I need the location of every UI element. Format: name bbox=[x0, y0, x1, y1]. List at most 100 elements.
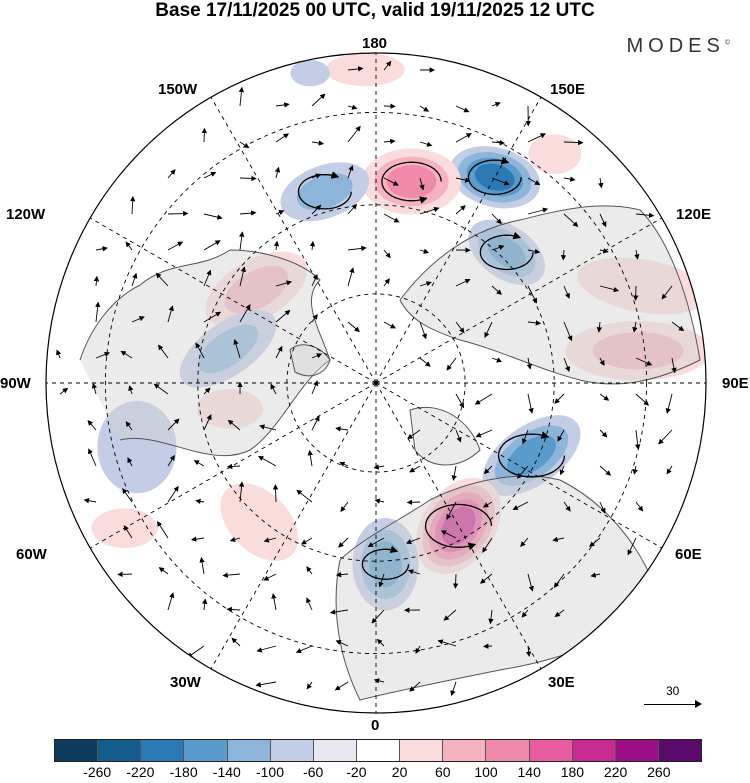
wind-vector bbox=[599, 465, 612, 476]
colorbar-tick-label: 100 bbox=[474, 764, 498, 780]
wind-vector bbox=[419, 357, 431, 367]
wind-vector bbox=[263, 573, 277, 581]
wind-vector bbox=[450, 681, 457, 697]
wind-vector bbox=[452, 573, 459, 589]
wind-vector bbox=[338, 537, 349, 548]
wind-vector bbox=[311, 273, 318, 287]
wind-vector bbox=[255, 681, 277, 688]
wind-vector bbox=[554, 609, 565, 618]
wind-vector bbox=[599, 357, 605, 366]
wind-vector bbox=[419, 105, 430, 112]
wind-vector bbox=[563, 501, 571, 512]
colorbar-tick-label: -140 bbox=[212, 764, 241, 780]
colorbar-swatch bbox=[356, 740, 401, 761]
wind-vector bbox=[671, 357, 677, 374]
wind-vector bbox=[233, 339, 241, 359]
wind-vector bbox=[120, 350, 133, 359]
wind-vector bbox=[226, 463, 241, 470]
streamline bbox=[467, 156, 522, 196]
wind-vector bbox=[167, 418, 180, 431]
lon-label-150w: 150W bbox=[158, 81, 198, 98]
wind-vector bbox=[347, 164, 354, 179]
wind-vector bbox=[671, 321, 685, 332]
lon-label-60e: 60E bbox=[675, 546, 702, 563]
wind-vector bbox=[347, 66, 364, 72]
meridian-line bbox=[89, 217, 377, 384]
wind-vector bbox=[419, 321, 427, 340]
wind-vector bbox=[455, 133, 472, 143]
colorbar-tick-label: 20 bbox=[391, 764, 408, 780]
polar-stereographic-map bbox=[45, 52, 707, 714]
wind-vector bbox=[526, 357, 532, 370]
meridian-line bbox=[375, 382, 663, 549]
wind-vector bbox=[340, 501, 349, 513]
wind-vector bbox=[521, 609, 529, 618]
wind-vector bbox=[455, 321, 465, 334]
wind-vector-field bbox=[56, 60, 685, 697]
meridian-line bbox=[375, 96, 542, 384]
wind-vector bbox=[158, 567, 169, 575]
wind-vector bbox=[195, 498, 205, 505]
colorbar-tick-label: -220 bbox=[126, 764, 155, 780]
wind-vector bbox=[596, 321, 603, 333]
anomaly-band bbox=[297, 173, 353, 211]
wind-vector bbox=[517, 465, 529, 479]
modes-brand-logo: MODES© bbox=[626, 35, 730, 58]
wind-vector bbox=[527, 285, 538, 304]
colorbar-swatch bbox=[227, 740, 271, 761]
wind-vector bbox=[203, 213, 223, 220]
wind-reference-arrow bbox=[644, 700, 702, 708]
wind-vector bbox=[632, 321, 638, 333]
wind-vector bbox=[167, 592, 175, 611]
wind-vector bbox=[93, 275, 100, 287]
wind-vector bbox=[95, 301, 101, 323]
wind-vector bbox=[455, 429, 462, 443]
wind-vector bbox=[491, 357, 503, 363]
wind-vector bbox=[256, 645, 277, 653]
wind-vector bbox=[383, 321, 396, 329]
wind-vector bbox=[491, 213, 502, 225]
wind-vector bbox=[122, 488, 133, 503]
wind-vector bbox=[309, 240, 316, 251]
wind-vector bbox=[229, 536, 241, 543]
streamline bbox=[497, 431, 566, 478]
anomaly-band bbox=[197, 324, 259, 374]
wind-vector bbox=[238, 481, 245, 503]
wind-vector bbox=[409, 681, 421, 692]
colorbar-swatch bbox=[184, 740, 228, 761]
anomaly-band bbox=[528, 134, 582, 174]
wind-vector bbox=[446, 501, 457, 520]
wind-vector bbox=[405, 537, 421, 545]
anomaly-band bbox=[224, 265, 289, 314]
wind-vector bbox=[599, 393, 610, 401]
colorbar-swatch bbox=[400, 740, 444, 761]
wind-vector bbox=[270, 383, 277, 395]
meridian-line bbox=[89, 382, 377, 549]
wind-vector bbox=[474, 393, 493, 405]
wind-vector bbox=[455, 177, 471, 183]
wind-vector bbox=[599, 248, 609, 254]
colorbar-swatch bbox=[615, 740, 659, 761]
wind-vector bbox=[275, 345, 283, 359]
wind-vector bbox=[451, 465, 457, 481]
wind-vector bbox=[131, 272, 138, 287]
wind-vector bbox=[193, 460, 205, 467]
wind-vector bbox=[203, 311, 222, 323]
wind-vector bbox=[491, 285, 502, 295]
wind-vector bbox=[383, 138, 396, 145]
wind-vector bbox=[329, 609, 349, 615]
wind-vector bbox=[419, 177, 425, 191]
lon-label-150e: 150E bbox=[550, 81, 586, 98]
wind-vector bbox=[131, 316, 145, 323]
wind-vector bbox=[599, 429, 608, 438]
anomaly-band bbox=[196, 388, 263, 429]
wind-vector bbox=[599, 213, 607, 228]
wind-vector bbox=[239, 210, 257, 216]
wind-vector bbox=[258, 455, 277, 467]
wind-vector bbox=[125, 421, 133, 431]
wind-vector bbox=[552, 536, 565, 543]
wind-vector bbox=[559, 465, 565, 476]
wind-vector bbox=[383, 177, 399, 186]
lon-label-0: 0 bbox=[371, 717, 380, 734]
wind-vector bbox=[627, 537, 637, 556]
